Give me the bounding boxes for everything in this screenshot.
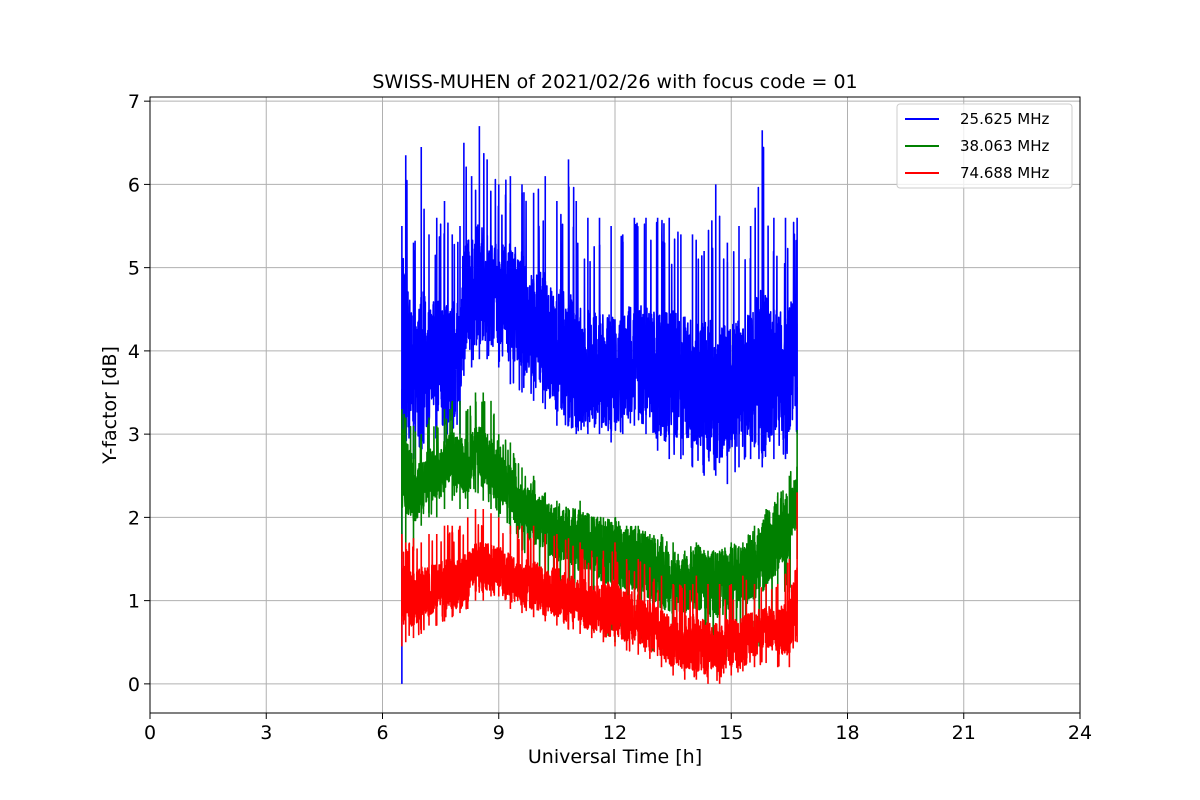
legend-entry-label: 25.625 MHz	[960, 110, 1049, 128]
y-tick-label: 5	[128, 258, 140, 280]
x-axis-title: Universal Time [h]	[528, 746, 702, 768]
y-tick-label: 4	[128, 341, 140, 363]
legend-box	[896, 103, 1073, 189]
chart-title: SWISS-MUHEN of 2021/02/26 with focus cod…	[372, 71, 857, 93]
x-tick-label: 15	[719, 722, 743, 744]
y-tick-label: 0	[128, 674, 140, 696]
legend: 25.625 MHz 38.063 MHz 74.688 MHz	[896, 103, 1073, 189]
x-tick-label: 24	[1068, 722, 1092, 744]
y-tick-label: 1	[128, 591, 140, 613]
y-tick-label: 7	[128, 91, 140, 113]
x-tick-label: 18	[835, 722, 859, 744]
x-tick-label: 0	[144, 722, 156, 744]
x-tick-label: 6	[376, 722, 388, 744]
y-axis-title: Y-factor [dB]	[99, 346, 121, 465]
y-tick-label: 6	[128, 174, 140, 196]
y-tick-label: 3	[128, 424, 140, 446]
legend-entry-label: 74.688 MHz	[960, 164, 1049, 182]
y-tick-label: 2	[128, 507, 140, 529]
x-tick-label: 3	[260, 722, 272, 744]
x-tick-label: 9	[493, 722, 505, 744]
x-tick-label: 12	[603, 722, 627, 744]
legend-entry-label: 38.063 MHz	[960, 137, 1049, 155]
x-tick-label: 21	[952, 722, 976, 744]
series-layer	[401, 126, 798, 684]
